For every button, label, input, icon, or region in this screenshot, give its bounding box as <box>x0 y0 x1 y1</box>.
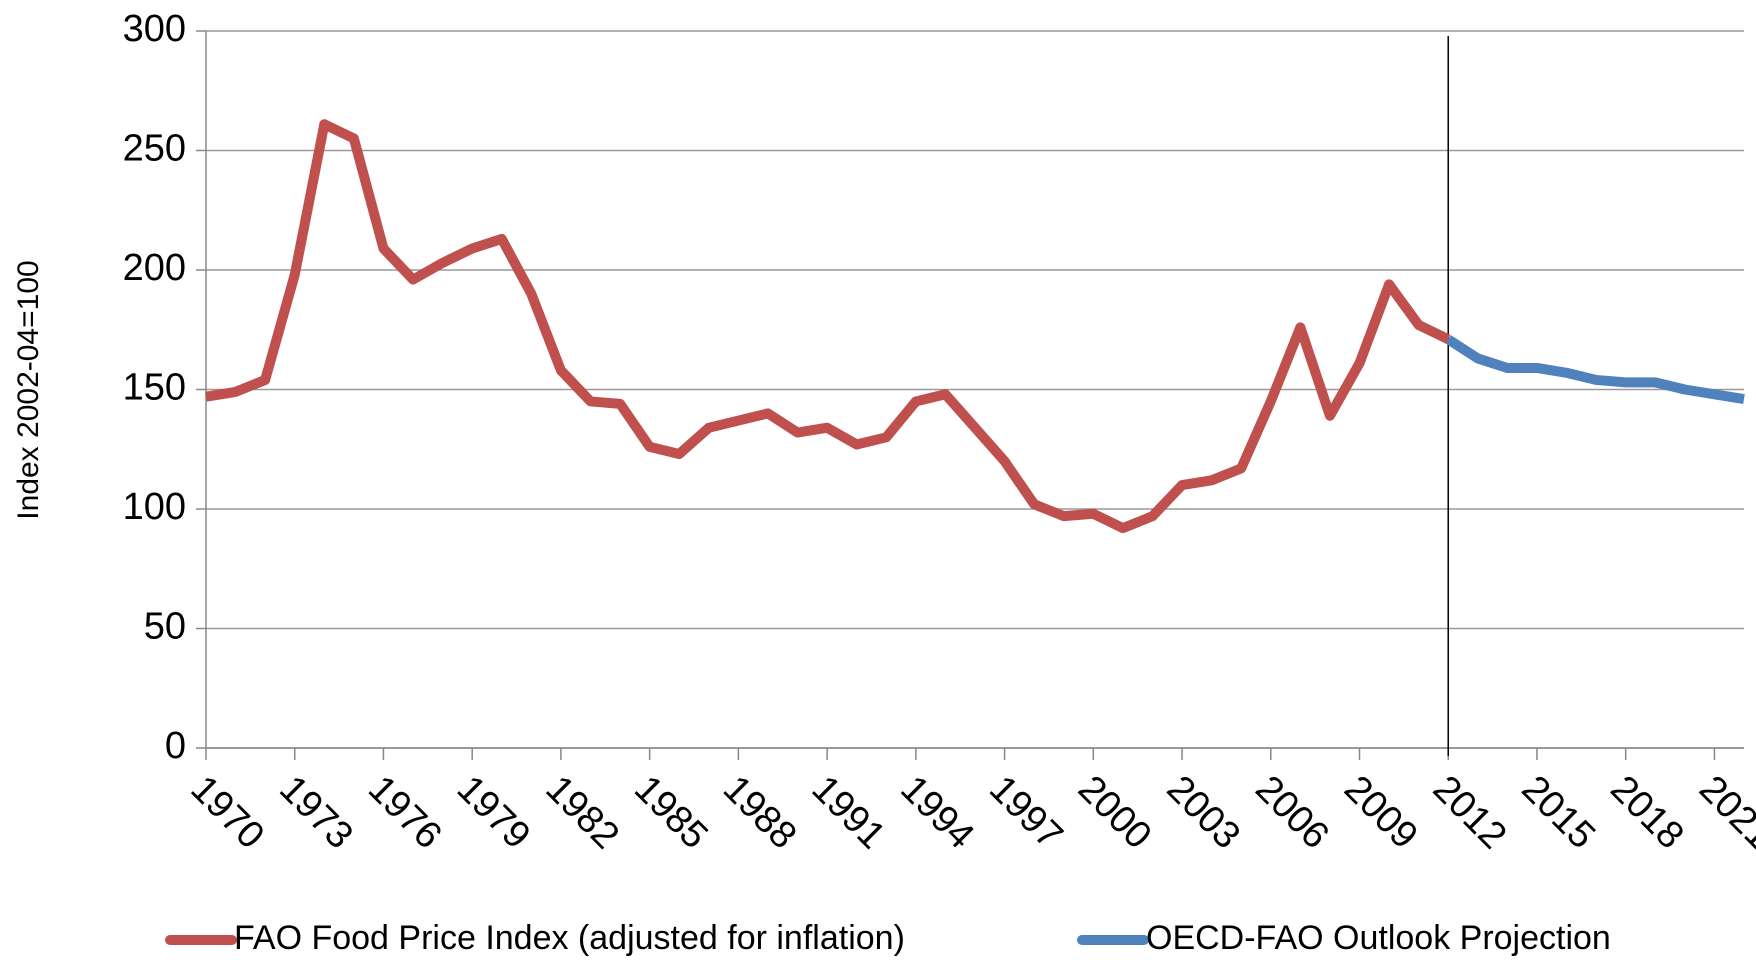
x-tick-label: 1973 <box>271 768 360 857</box>
x-tick-label: 1976 <box>360 768 449 857</box>
series-line <box>205 119 1451 534</box>
x-tick-label: 1982 <box>537 768 626 857</box>
y-tick-label: 200 <box>123 247 186 289</box>
x-tick-label: 1970 <box>183 768 272 857</box>
y-tick-label: 250 <box>123 128 186 170</box>
x-tick-label: 2000 <box>1070 768 1159 857</box>
x-tick-label: 2018 <box>1602 768 1691 857</box>
legend-label: OECD-FAO Outlook Projection <box>1146 919 1611 957</box>
legend-label: FAO Food Price Index (adjusted for infla… <box>234 919 905 957</box>
x-tick-label: 1985 <box>626 768 715 857</box>
series-line <box>1445 335 1745 404</box>
y-tick-label: 0 <box>165 725 186 767</box>
y-tick-label: 300 <box>123 8 186 50</box>
x-tick-label: 2015 <box>1514 768 1603 857</box>
x-tick-label: 2012 <box>1425 768 1514 857</box>
x-tick-label: 1988 <box>715 768 804 857</box>
x-tick-label: 2003 <box>1159 768 1248 857</box>
x-tick-label: 1994 <box>892 768 981 857</box>
x-tick-label: 1997 <box>981 768 1070 857</box>
y-tick-label: 100 <box>123 486 186 528</box>
y-tick-label: 50 <box>144 606 186 648</box>
x-tick-label: 2021 <box>1691 768 1756 857</box>
x-tick-label: 1991 <box>804 768 893 857</box>
x-tick-label: 1979 <box>449 768 538 857</box>
y-tick-label: 150 <box>123 367 186 409</box>
x-tick-label: 2009 <box>1336 768 1425 857</box>
y-axis-label: Index 2002-04=100 <box>12 260 45 519</box>
x-tick-label: 2006 <box>1247 768 1336 857</box>
